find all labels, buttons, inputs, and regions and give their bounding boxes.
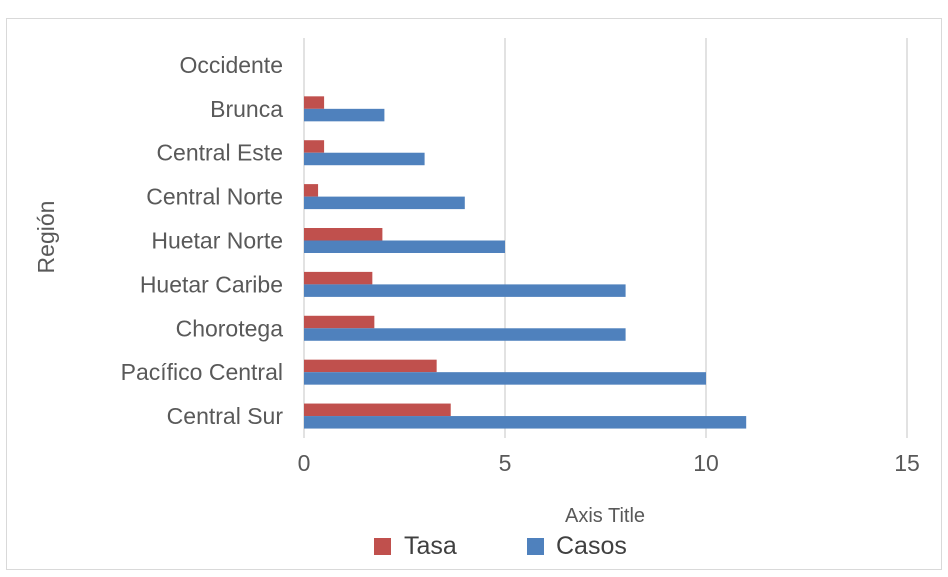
legend-swatch-tasa: [374, 538, 391, 555]
category-label: Central Norte: [146, 184, 283, 210]
x-tick-labels: 0 5 10 15: [298, 450, 920, 476]
y-axis-title: Región: [33, 201, 59, 274]
category-label: Huetar Norte: [151, 228, 283, 254]
bar-casos: [304, 108, 385, 122]
x-tick-label: 15: [894, 450, 920, 476]
legend: Tasa Casos: [374, 532, 627, 560]
bar-tasa: [304, 140, 325, 153]
bar-tasa: [304, 228, 383, 241]
x-tick-label: 5: [499, 450, 512, 476]
x-tick-label: 10: [693, 450, 719, 476]
bar-tasa: [304, 184, 319, 197]
legend-label: Tasa: [404, 532, 457, 560]
bar-tasa: [304, 315, 375, 329]
legend-label: Casos: [556, 532, 627, 560]
bars: [304, 96, 747, 429]
bar-casos: [304, 328, 626, 341]
bar-casos: [304, 240, 505, 253]
category-labels: Occidente Brunca Central Este Central Norte…: [121, 52, 284, 429]
category-label: Pacífico Central: [121, 359, 283, 385]
legend-swatch-casos: [527, 538, 544, 555]
category-label: Occidente: [179, 52, 283, 78]
category-label: Huetar Caribe: [140, 271, 283, 297]
category-label: Central Sur: [167, 403, 284, 429]
bar-tasa: [304, 96, 325, 109]
bar-casos: [304, 196, 465, 210]
category-label: Brunca: [210, 96, 283, 122]
bar-tasa: [304, 359, 437, 373]
bar-tasa: [304, 271, 373, 285]
bar-casos: [304, 372, 706, 385]
category-label: Central Este: [156, 140, 283, 166]
x-tick-label: 0: [298, 450, 311, 476]
bar-casos: [304, 152, 425, 166]
bar-casos: [304, 284, 626, 297]
category-label: Chorotega: [176, 315, 284, 341]
x-axis-title: Axis Title: [565, 505, 645, 527]
bar-tasa: [304, 403, 451, 417]
bar-casos: [304, 416, 747, 429]
